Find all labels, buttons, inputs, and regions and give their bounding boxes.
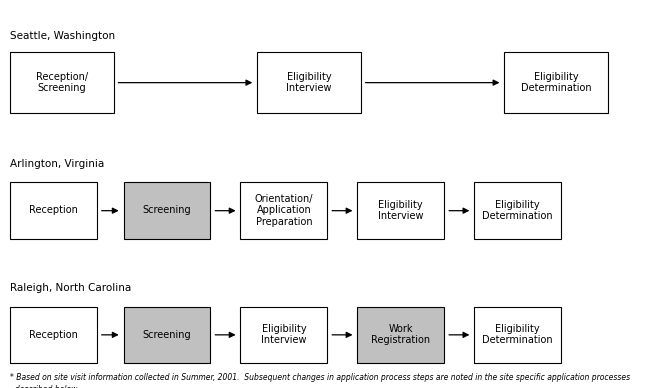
Bar <box>357 307 444 363</box>
Bar <box>240 307 327 363</box>
Text: Screening: Screening <box>143 206 191 215</box>
Bar <box>257 52 361 113</box>
Text: Eligibility
Determination: Eligibility Determination <box>482 200 553 221</box>
Text: Eligibility
Determination: Eligibility Determination <box>482 324 553 345</box>
Bar <box>10 307 97 363</box>
Text: Eligibility
Interview: Eligibility Interview <box>378 200 424 221</box>
Text: * Based on site visit information collected in Summer, 2001.  Subsequent changes: * Based on site visit information collec… <box>10 373 630 388</box>
Text: Eligibility
Interview: Eligibility Interview <box>261 324 307 345</box>
Text: Seattle, Washington: Seattle, Washington <box>10 31 115 41</box>
Bar <box>124 182 210 239</box>
Text: Screening: Screening <box>143 330 191 340</box>
Text: Eligibility
Determination: Eligibility Determination <box>521 72 591 93</box>
Bar <box>474 182 561 239</box>
Text: Work
Registration: Work Registration <box>371 324 430 345</box>
Text: Arlington, Virginia: Arlington, Virginia <box>10 159 104 169</box>
Text: Orientation/
Application
Preparation: Orientation/ Application Preparation <box>255 194 313 227</box>
Text: Reception: Reception <box>29 330 78 340</box>
Bar <box>10 52 114 113</box>
Bar <box>357 182 444 239</box>
Text: Raleigh, North Carolina: Raleigh, North Carolina <box>10 283 132 293</box>
Bar <box>504 52 608 113</box>
Bar <box>124 307 210 363</box>
Bar <box>240 182 327 239</box>
Text: Reception/
Screening: Reception/ Screening <box>35 72 88 93</box>
Text: Eligibility
Interview: Eligibility Interview <box>286 72 332 93</box>
Bar <box>10 182 97 239</box>
Text: Reception: Reception <box>29 206 78 215</box>
Bar <box>474 307 561 363</box>
